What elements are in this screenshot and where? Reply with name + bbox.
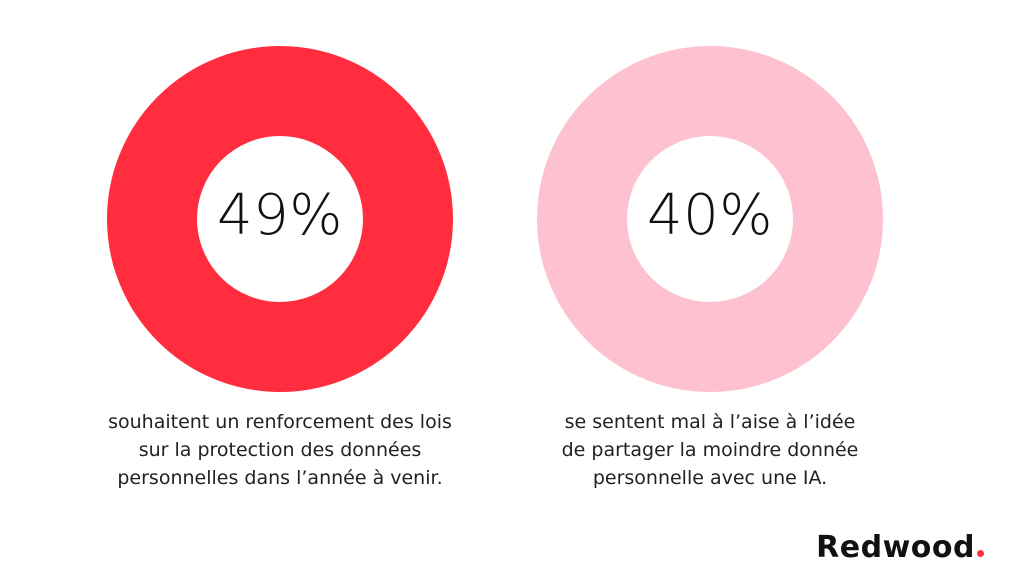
redwood-logo: Redwood (816, 530, 984, 565)
stat-caption-1: souhaitent un renforcement des lois sur … (60, 408, 500, 492)
caption-line: personnelle avec une IA. (592, 467, 828, 489)
percentage-value-2: 40% (647, 183, 773, 248)
donut-chart-1: 49% (107, 46, 453, 392)
caption-line: sur la protection des données (138, 439, 422, 461)
caption-line: de partager la moindre donnée (561, 439, 859, 461)
donut-svg-2 (537, 46, 883, 392)
stat-caption-2: se sentent mal à l’aise à l’idée de part… (490, 408, 930, 492)
stat-block-1: 49% souhaitent un renforcement des lois … (60, 46, 500, 492)
caption-line: personnelles dans l’année à venir. (117, 467, 443, 489)
donut-ring-1 (107, 46, 453, 392)
caption-line: souhaitent un renforcement des lois (108, 411, 452, 433)
donut-ring-2 (537, 46, 883, 392)
logo-dot-icon (977, 550, 984, 557)
donut-svg-1 (107, 46, 453, 392)
donut-chart-2: 40% (537, 46, 883, 392)
logo-text: Redwood (816, 530, 975, 565)
caption-line: se sentent mal à l’aise à l’idée (564, 411, 856, 433)
stat-block-2: 40% se sentent mal à l’aise à l’idée de … (490, 46, 930, 492)
percentage-value-1: 49% (217, 183, 343, 248)
